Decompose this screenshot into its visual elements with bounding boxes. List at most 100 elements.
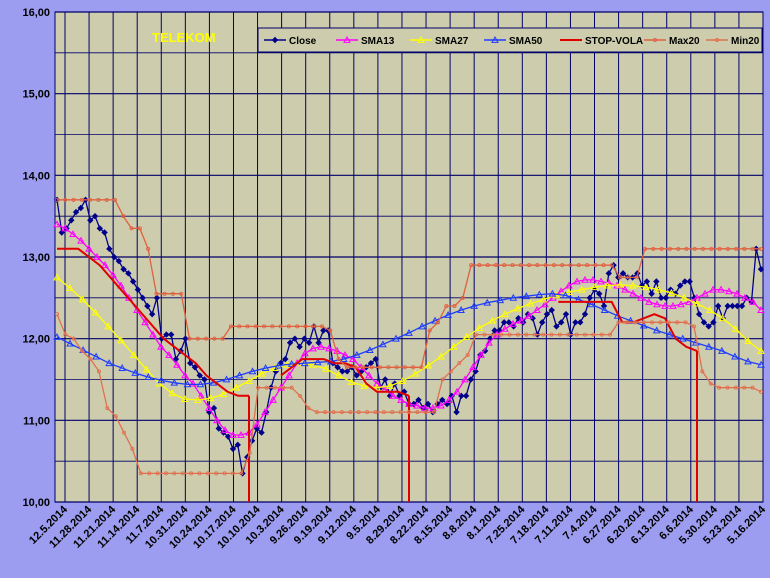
data-point-sma13 <box>413 401 421 409</box>
data-point-close <box>558 319 565 326</box>
data-point-max20 <box>278 324 283 329</box>
data-point-min20 <box>113 414 118 419</box>
data-point-sma27 <box>731 324 740 332</box>
data-point-min20 <box>524 332 529 337</box>
legend-marker <box>715 38 720 43</box>
data-point-sma13 <box>541 300 549 308</box>
data-point-close <box>110 253 118 261</box>
data-point-sma13 <box>365 371 373 379</box>
data-point-max20 <box>742 246 747 251</box>
data-point-close <box>643 278 651 285</box>
data-point-sma27 <box>257 369 266 377</box>
data-point-sma27 <box>667 288 676 296</box>
data-point-min20 <box>641 320 646 325</box>
data-point-close <box>215 425 222 432</box>
data-point-max20 <box>129 226 134 231</box>
legend-item-max20: Max20 <box>644 36 700 47</box>
data-point-min20 <box>180 471 185 476</box>
data-point-max20 <box>286 324 291 329</box>
data-point-sma50 <box>300 359 309 367</box>
data-point-sma50 <box>548 289 557 297</box>
data-point-min20 <box>323 410 328 415</box>
data-point-close <box>605 270 612 277</box>
data-point-close <box>210 404 218 412</box>
data-point-sma27 <box>590 283 599 291</box>
data-point-min20 <box>650 320 655 325</box>
data-point-sma27 <box>629 281 637 289</box>
data-point-close <box>367 359 375 367</box>
data-point-sma13 <box>741 293 749 301</box>
data-point-close <box>653 278 660 285</box>
data-point-min20 <box>549 332 554 337</box>
data-point-min20 <box>616 320 621 325</box>
data-point-close <box>129 278 137 285</box>
data-point-sma27 <box>757 346 765 354</box>
data-point-max20 <box>79 197 84 202</box>
legend-label: Close <box>289 36 317 47</box>
data-point-sma13 <box>685 297 693 305</box>
data-point-sma13 <box>373 379 381 387</box>
data-point-sma27 <box>513 304 522 312</box>
data-point-min20 <box>482 332 487 337</box>
data-point-max20 <box>63 197 68 202</box>
data-point-min20 <box>474 332 479 337</box>
data-point-close <box>134 286 142 293</box>
data-point-sma27 <box>181 395 189 402</box>
data-point-sma13 <box>429 404 437 411</box>
data-point-close <box>577 319 584 326</box>
data-point-close <box>334 364 341 371</box>
data-point-min20 <box>96 369 101 374</box>
data-point-min20 <box>189 471 194 476</box>
data-point-min20 <box>507 332 512 337</box>
data-point-sma13 <box>677 300 685 308</box>
data-point-min20 <box>666 320 671 325</box>
data-point-sma27 <box>385 382 394 389</box>
data-point-close <box>439 396 446 404</box>
data-point-close <box>125 270 132 277</box>
data-point-sma27 <box>334 371 343 379</box>
data-point-max20 <box>734 246 739 251</box>
data-point-max20 <box>493 263 498 268</box>
data-point-max20 <box>228 324 233 329</box>
data-point-sma50 <box>522 292 531 300</box>
data-point-sma27 <box>142 365 151 373</box>
series-max20 <box>55 197 764 370</box>
data-point-max20 <box>460 295 465 300</box>
data-point-sma50 <box>235 371 244 379</box>
series-min20 <box>55 312 764 476</box>
data-point-close <box>68 217 75 224</box>
data-point-max20 <box>245 324 250 329</box>
data-point-max20 <box>477 263 482 268</box>
data-point-sma13 <box>261 408 269 416</box>
data-point-sma50 <box>535 290 544 298</box>
data-point-close <box>225 433 232 440</box>
data-point-max20 <box>676 246 681 251</box>
data-point-sma13 <box>637 293 645 301</box>
data-point-sma50 <box>678 334 687 342</box>
data-point-sma27 <box>424 361 433 369</box>
data-point-sma50 <box>183 380 192 388</box>
data-point-sma13 <box>669 301 677 309</box>
data-point-max20 <box>112 197 117 202</box>
data-point-sma13 <box>701 289 709 297</box>
data-point-sma13 <box>173 360 181 368</box>
data-point-close <box>734 302 741 310</box>
data-point-sma27 <box>565 288 573 296</box>
data-point-sma27 <box>641 283 650 291</box>
data-point-sma13 <box>581 275 589 283</box>
data-point-sma50 <box>470 301 479 309</box>
data-point-sma27 <box>129 350 138 358</box>
data-point-close <box>167 331 175 338</box>
data-point-close <box>467 376 475 383</box>
data-point-close <box>196 372 203 379</box>
data-point-sma27 <box>718 314 727 322</box>
data-point-max20 <box>137 226 142 231</box>
data-point-min20 <box>163 471 168 476</box>
data-point-min20 <box>583 332 588 337</box>
data-point-min20 <box>348 410 353 415</box>
data-point-close <box>186 359 194 367</box>
data-point-max20 <box>510 263 515 268</box>
data-point-close <box>320 327 327 334</box>
data-point-sma13 <box>525 311 533 319</box>
